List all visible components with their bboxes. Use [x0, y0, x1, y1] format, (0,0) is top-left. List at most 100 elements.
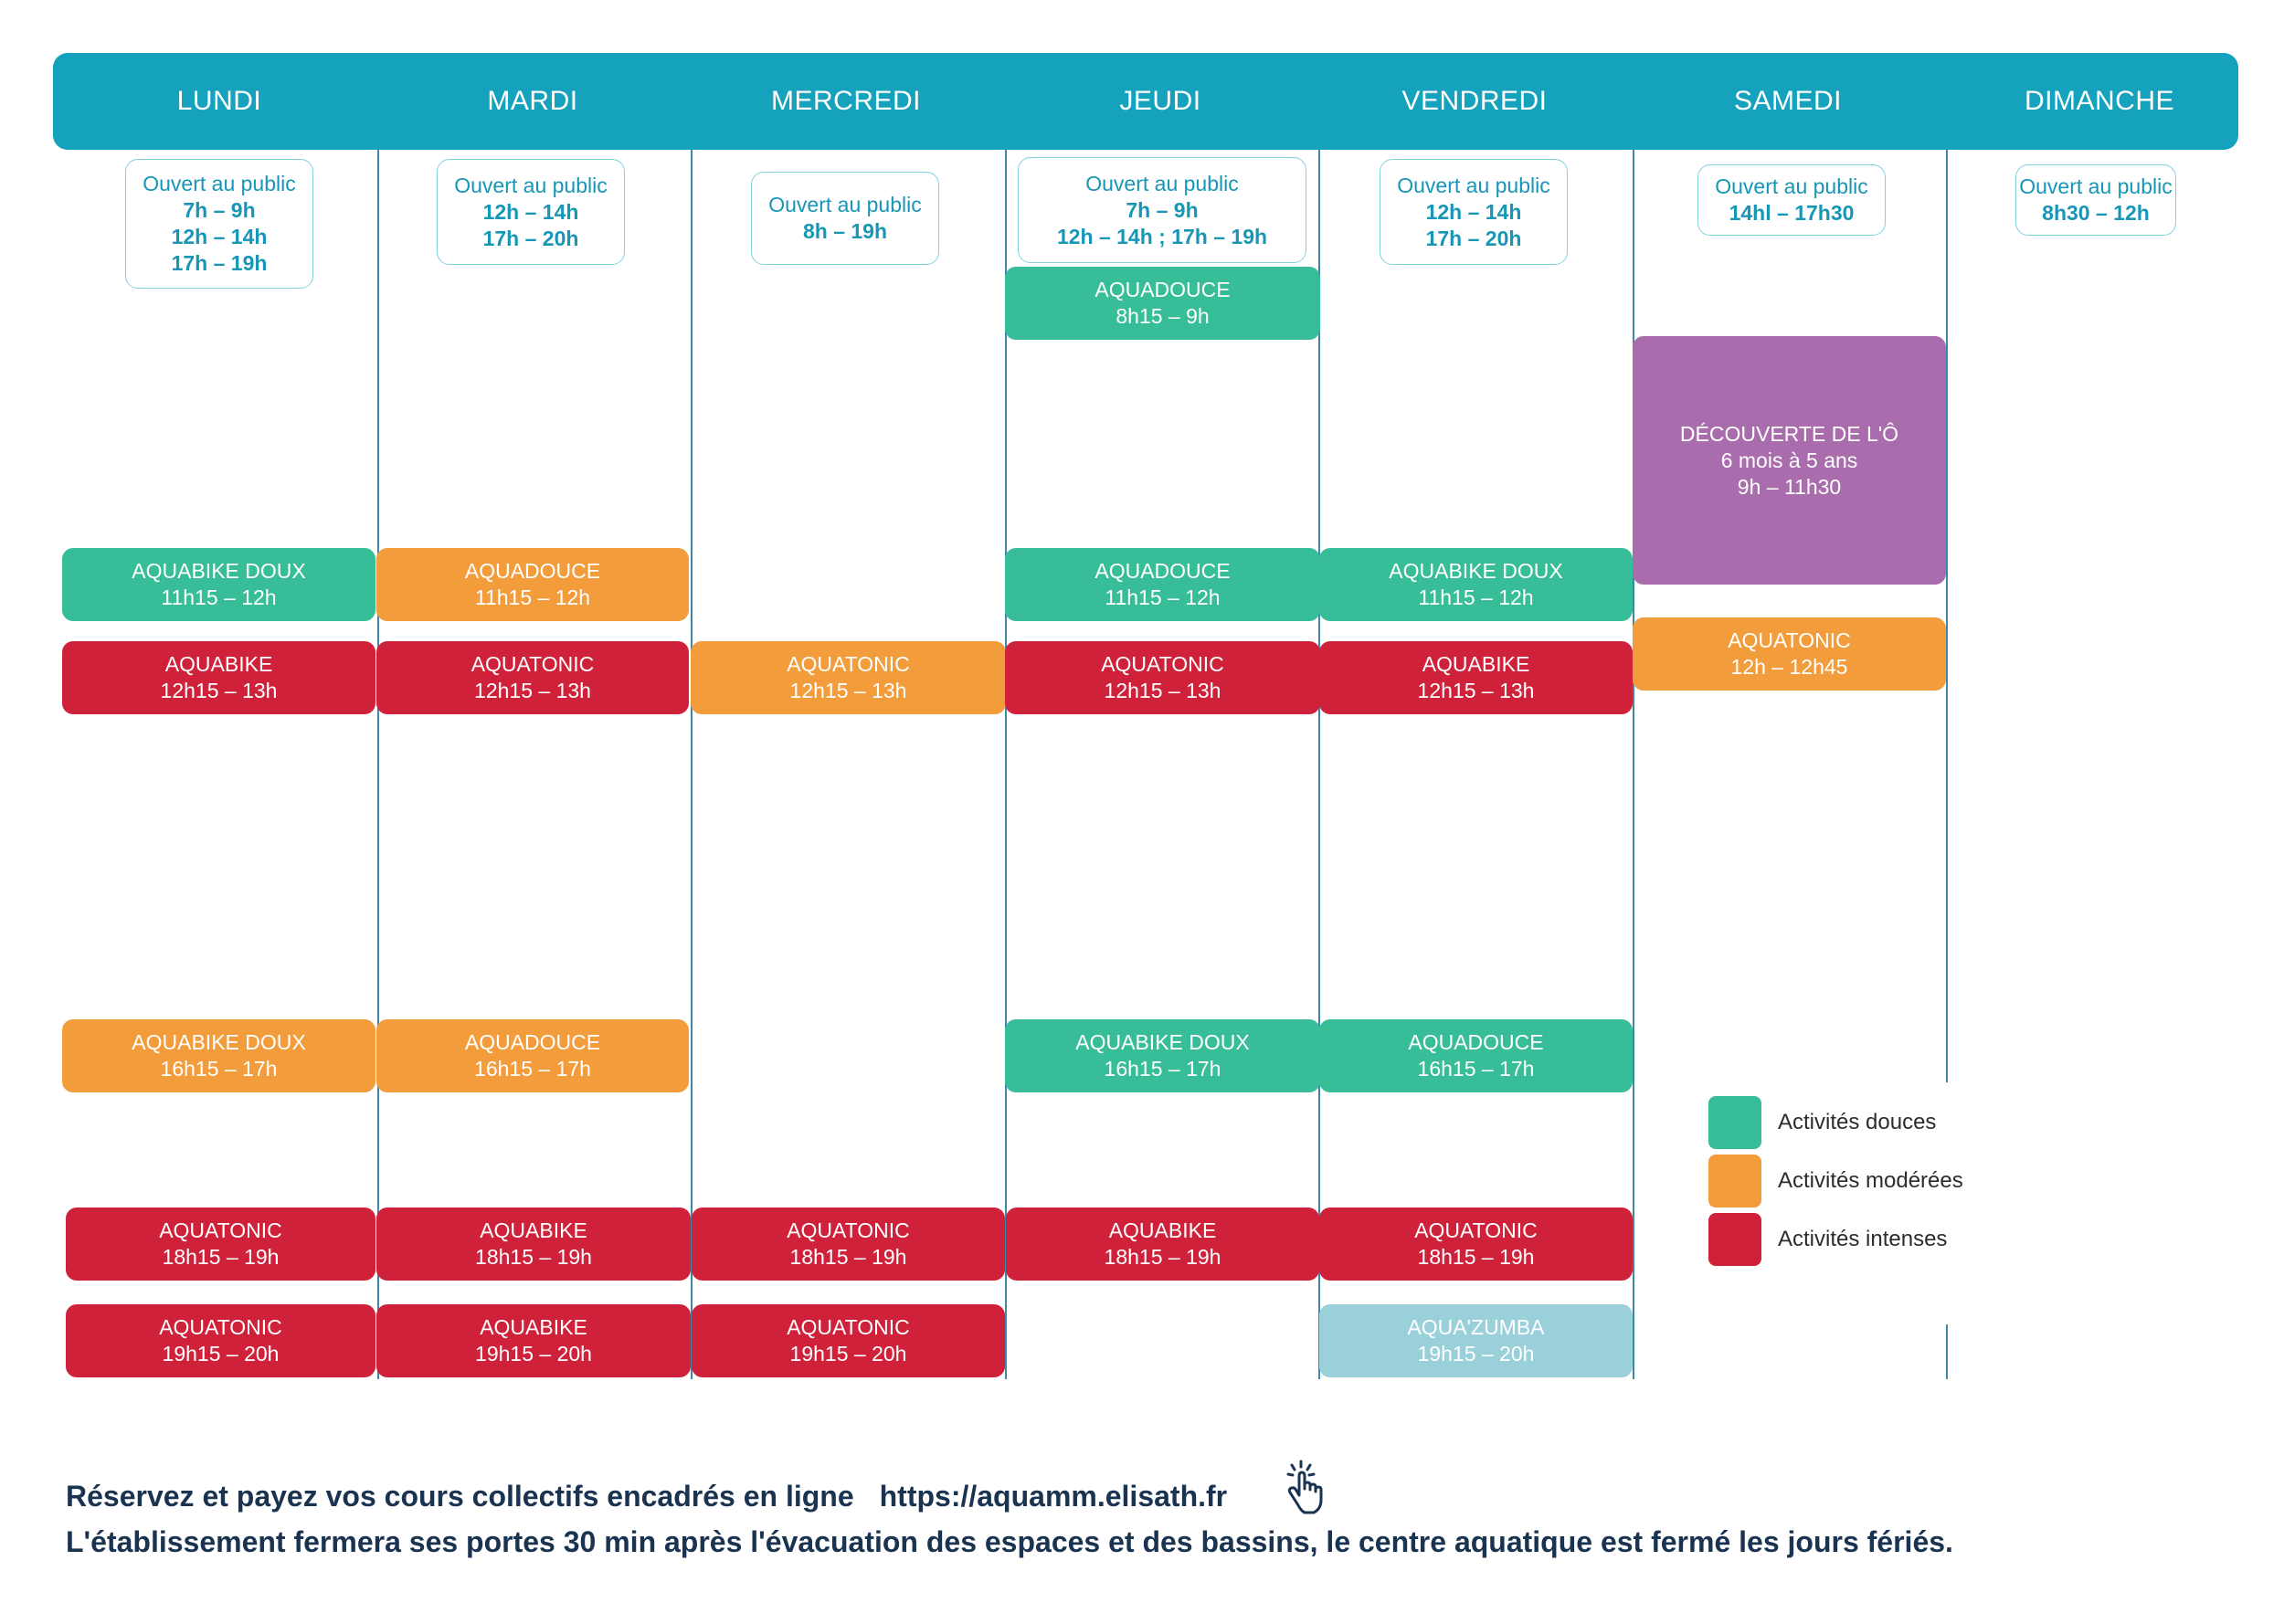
activity-aquabike-vendredi: AQUABIKE 12h15 – 13h — [1319, 641, 1633, 714]
activity-name: AQUATONIC — [787, 652, 910, 676]
day-header-jeudi: JEUDI — [1119, 86, 1201, 116]
activity-aquabike-doux-jeudi: AQUABIKE DOUX 16h15 – 17h — [1005, 1019, 1320, 1092]
activity-aquatonic-mercredi: AQUATONIC 19h15 – 20h — [692, 1304, 1005, 1377]
activity-aquatonic-mardi: AQUATONIC 12h15 – 13h — [376, 641, 689, 714]
open-hours-box-lundi: Ouvert au public 7h – 9h 12h – 14h 17h – 19… — [125, 159, 313, 289]
activity-name: AQUABIKE DOUX — [132, 1030, 306, 1054]
activity-time: 12h15 – 13h — [474, 679, 591, 702]
open-hours-range: 17h – 19h — [171, 251, 268, 275]
column-divider — [1946, 150, 1948, 1082]
activity-aquabike-mardi: AQUABIKE 19h15 – 20h — [376, 1304, 691, 1377]
activity-time: 8h15 – 9h — [1116, 304, 1210, 328]
activity-aquadouce-mardi: AQUADOUCE 16h15 – 17h — [376, 1019, 689, 1092]
activity-name: AQUADOUCE — [1094, 278, 1231, 301]
footer-closing-notice: L'établissement fermera ses portes 30 mi… — [66, 1525, 1953, 1558]
legend-swatch-intense — [1708, 1213, 1761, 1266]
activity-name: AQUADOUCE — [464, 1030, 601, 1054]
activity-time: 11h15 – 12h — [1418, 585, 1534, 609]
activity-time: 16h15 – 17h — [160, 1057, 278, 1081]
activity-name: AQUABIKE DOUX — [132, 559, 306, 583]
column-divider — [1633, 150, 1634, 1379]
legend-swatch-moderee — [1708, 1155, 1761, 1207]
activity-time: 19h15 – 20h — [162, 1342, 280, 1366]
activity-aquatonic-mercredi: AQUATONIC 12h15 – 13h — [691, 641, 1006, 714]
column-divider — [691, 150, 693, 1379]
open-hours-range: 8h – 19h — [802, 219, 888, 243]
activity-aquatonic-lundi: AQUATONIC 19h15 – 20h — [66, 1304, 375, 1377]
activity-name: AQUATONIC — [471, 652, 595, 676]
open-hours-box-jeudi: Ouvert au public 7h – 9h 12h – 14h ; 17h –… — [1018, 157, 1306, 263]
activity-aquabike-doux-lundi: AQUABIKE DOUX 11h15 – 12h — [62, 548, 375, 621]
activity-aquadouce-jeudi: AQUADOUCE 11h15 – 12h — [1005, 548, 1320, 621]
legend-label-intense: Activités intenses — [1778, 1227, 1948, 1251]
day-header-vendredi: VENDREDI — [1401, 86, 1548, 116]
open-hours-range: 7h – 9h — [183, 198, 256, 222]
activity-name: AQUABIKE — [1108, 1218, 1217, 1242]
activity-name: AQUABIKE — [480, 1315, 587, 1339]
open-hours-range: 12h – 14h — [171, 225, 268, 248]
activity-time: 16h15 – 17h — [1417, 1057, 1535, 1081]
open-hours-range: 14hl – 17h30 — [1729, 201, 1855, 225]
activity-aqua-zumba-vendredi: AQUA'ZUMBA 19h15 – 20h — [1319, 1304, 1633, 1377]
activity-name: AQUADOUCE — [1408, 1030, 1544, 1054]
open-hours-box-mardi: Ouvert au public 12h – 14h 17h – 20h — [437, 159, 625, 265]
activity-name: AQUABIKE — [1422, 652, 1530, 676]
open-hours-range: 17h – 20h — [1425, 226, 1522, 250]
activity-aquadouce-jeudi: AQUADOUCE 8h15 – 9h — [1005, 267, 1320, 340]
activity-name: AQUABIKE — [164, 652, 273, 676]
activity-aquatonic-lundi: AQUATONIC 18h15 – 19h — [66, 1207, 375, 1281]
activity-subtitle: 6 mois à 5 ans — [1720, 448, 1858, 472]
footer-booking-text: Réservez et payez vos cours collectifs e… — [66, 1480, 854, 1513]
activity-name: AQUA'ZUMBA — [1407, 1315, 1545, 1339]
day-header-dimanche: DIMANCHE — [2024, 86, 2174, 116]
activity-aquatonic-jeudi: AQUATONIC 12h15 – 13h — [1005, 641, 1320, 714]
activity-name: AQUADOUCE — [1094, 559, 1231, 583]
activity-time: 12h15 – 13h — [789, 679, 907, 702]
activity-name: AQUABIKE DOUX — [1075, 1030, 1250, 1054]
activity-name: AQUABIKE — [480, 1218, 587, 1242]
open-hours-range: 12h – 14h — [1425, 199, 1522, 224]
activity-aquabike-mardi: AQUABIKE 18h15 – 19h — [376, 1207, 691, 1281]
activity-time: 19h15 – 20h — [789, 1342, 907, 1366]
activity-name: DÉCOUVERTE DE L'Ô — [1679, 421, 1899, 446]
open-hours-title: Ouvert au public — [454, 173, 608, 197]
open-hours-title: Ouvert au public — [143, 172, 296, 195]
open-hours-title: Ouvert au public — [2019, 174, 2173, 198]
open-hours-range: 8h30 – 12h — [2042, 201, 2150, 225]
activity-time: 12h15 – 13h — [1104, 679, 1221, 702]
activity-aquabike-doux-vendredi: AQUABIKE DOUX 11h15 – 12h — [1319, 548, 1633, 621]
activity-aquatonic-mercredi: AQUATONIC 18h15 – 19h — [692, 1207, 1005, 1281]
activity-name: AQUATONIC — [1101, 652, 1224, 676]
day-header-lundi: LUNDI — [176, 86, 262, 116]
activity-time: 18h15 – 19h — [475, 1245, 592, 1269]
open-hours-title: Ouvert au public — [1715, 174, 1868, 198]
activity-time: 18h15 – 19h — [162, 1245, 280, 1269]
activity-aquatonic-vendredi: AQUATONIC 18h15 – 19h — [1319, 1207, 1633, 1281]
activity-time: 11h15 – 12h — [161, 585, 277, 609]
activity-time: 9h – 11h30 — [1737, 474, 1842, 499]
booking-url-link[interactable]: https://aquamm.elisath.fr — [879, 1480, 1228, 1513]
activity-time: 12h15 – 13h — [160, 679, 278, 702]
open-hours-range: 12h – 14h ; 17h – 19h — [1056, 224, 1268, 248]
footer-booking-line: Réservez et payez vos cours collectifs e… — [66, 1480, 1227, 1513]
column-divider — [1318, 150, 1320, 1379]
day-header-mercredi: MERCREDI — [770, 86, 921, 116]
legend-swatch-douce — [1708, 1096, 1761, 1149]
days-header-bar — [53, 53, 2238, 150]
activity-name: AQUADOUCE — [464, 559, 601, 583]
activity-name: AQUATONIC — [159, 1315, 282, 1339]
open-hours-box-samedi: Ouvert au public 14hl – 17h30 — [1697, 164, 1886, 236]
activity-name: AQUATONIC — [787, 1315, 910, 1339]
open-hours-title: Ouvert au public — [1085, 171, 1239, 195]
open-hours-range: 7h – 9h — [1126, 197, 1199, 222]
activity-time: 11h15 – 12h — [474, 585, 591, 609]
activity-time: 19h15 – 20h — [475, 1342, 592, 1366]
activity-name: AQUATONIC — [787, 1218, 910, 1242]
activity-aquabike-jeudi: AQUABIKE 18h15 – 19h — [1006, 1207, 1319, 1281]
day-header-mardi: MARDI — [487, 86, 578, 116]
legend-label-moderee: Activités modérées — [1778, 1168, 1963, 1193]
activity-name: AQUATONIC — [1414, 1218, 1538, 1242]
open-hours-range: 17h – 20h — [482, 226, 579, 250]
day-header-samedi: SAMEDI — [1733, 86, 1843, 116]
